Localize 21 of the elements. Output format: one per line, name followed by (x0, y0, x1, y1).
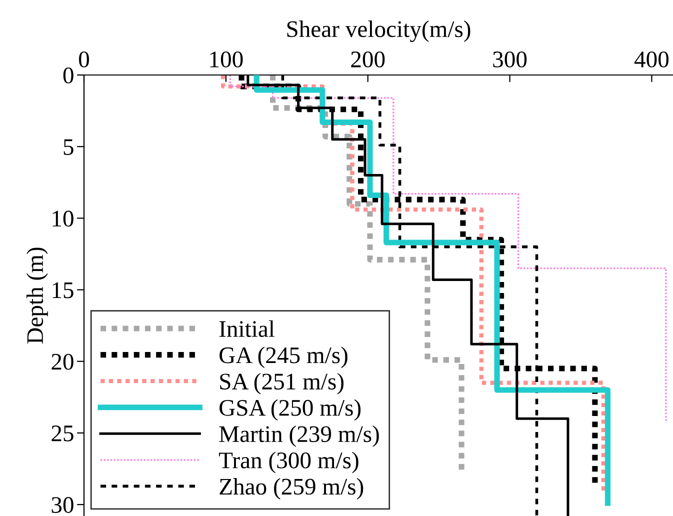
x-tick-label: 200 (351, 51, 385, 68)
y-axis-title: Depth (m) (26, 248, 48, 344)
legend-label: Initial (219, 320, 274, 338)
y-tick-label: 10 (52, 210, 74, 227)
x-tick-label: 300 (493, 51, 527, 68)
y-tick-label: 20 (52, 354, 74, 370)
x-tick-label: 400 (634, 51, 669, 68)
legend-label: GA (245 m/s) (220, 346, 348, 368)
legend-label: Zhao (259 m/s) (220, 478, 364, 500)
x-tick-label: 100 (210, 51, 243, 68)
legend-label: Martin (239 m/s) (219, 426, 379, 447)
x-tick-label: 0 (78, 51, 90, 68)
x-axis-title: Shear velocity(m/s) (287, 20, 470, 42)
y-tick-label: 25 (52, 426, 74, 442)
y-tick-label: 15 (52, 282, 74, 298)
legend-label: Tran (300 m/s) (219, 452, 358, 474)
y-tick-label: 30 (52, 497, 74, 513)
y-tick-label: 0 (63, 67, 74, 84)
legend-label: SA (251 m/s) (220, 372, 344, 394)
legend-label: GSA (250 m/s) (220, 399, 361, 421)
y-tick-label: 5 (64, 139, 74, 156)
